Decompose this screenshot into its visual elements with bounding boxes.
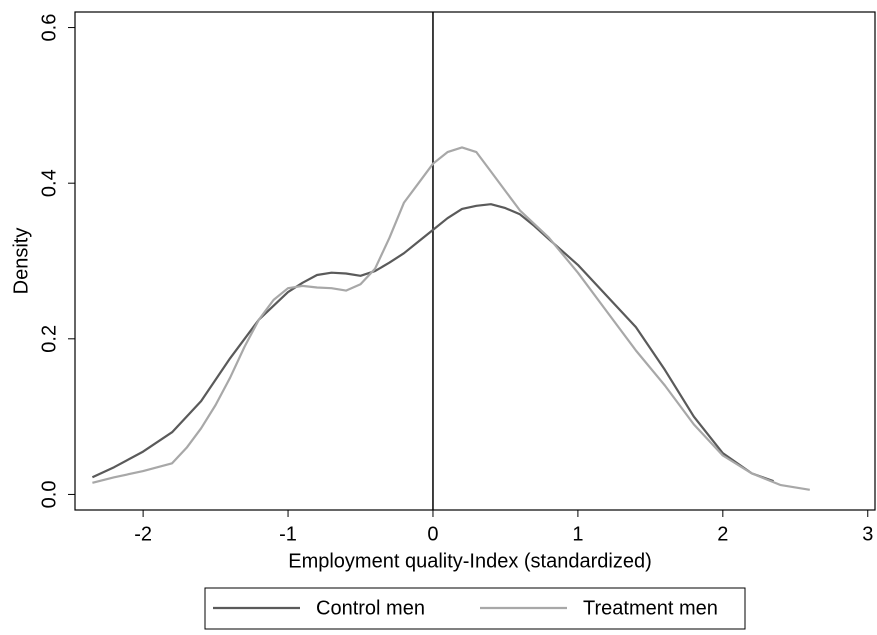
y-tick-label: 0.6 <box>38 14 60 42</box>
density-line <box>92 146 810 491</box>
x-axis-label: Employment quality-Index (standardized) <box>288 550 652 572</box>
x-tick-label: 2 <box>717 523 728 545</box>
density-line <box>91 203 774 483</box>
legend-label: Treatment men <box>583 597 718 619</box>
y-axis-label: Density <box>10 228 32 295</box>
x-tick-label: 3 <box>862 523 873 545</box>
x-tick-label: -2 <box>134 523 152 545</box>
x-tick-label: -1 <box>279 523 297 545</box>
plot-frame <box>74 11 876 511</box>
x-tick-label: 1 <box>572 523 583 545</box>
y-tick-label: 0.0 <box>38 481 60 509</box>
legend-label: Control men <box>316 597 425 619</box>
x-tick-label: 0 <box>427 523 438 545</box>
y-tick-label: 0.4 <box>38 169 60 197</box>
y-tick-label: 0.2 <box>38 325 60 353</box>
